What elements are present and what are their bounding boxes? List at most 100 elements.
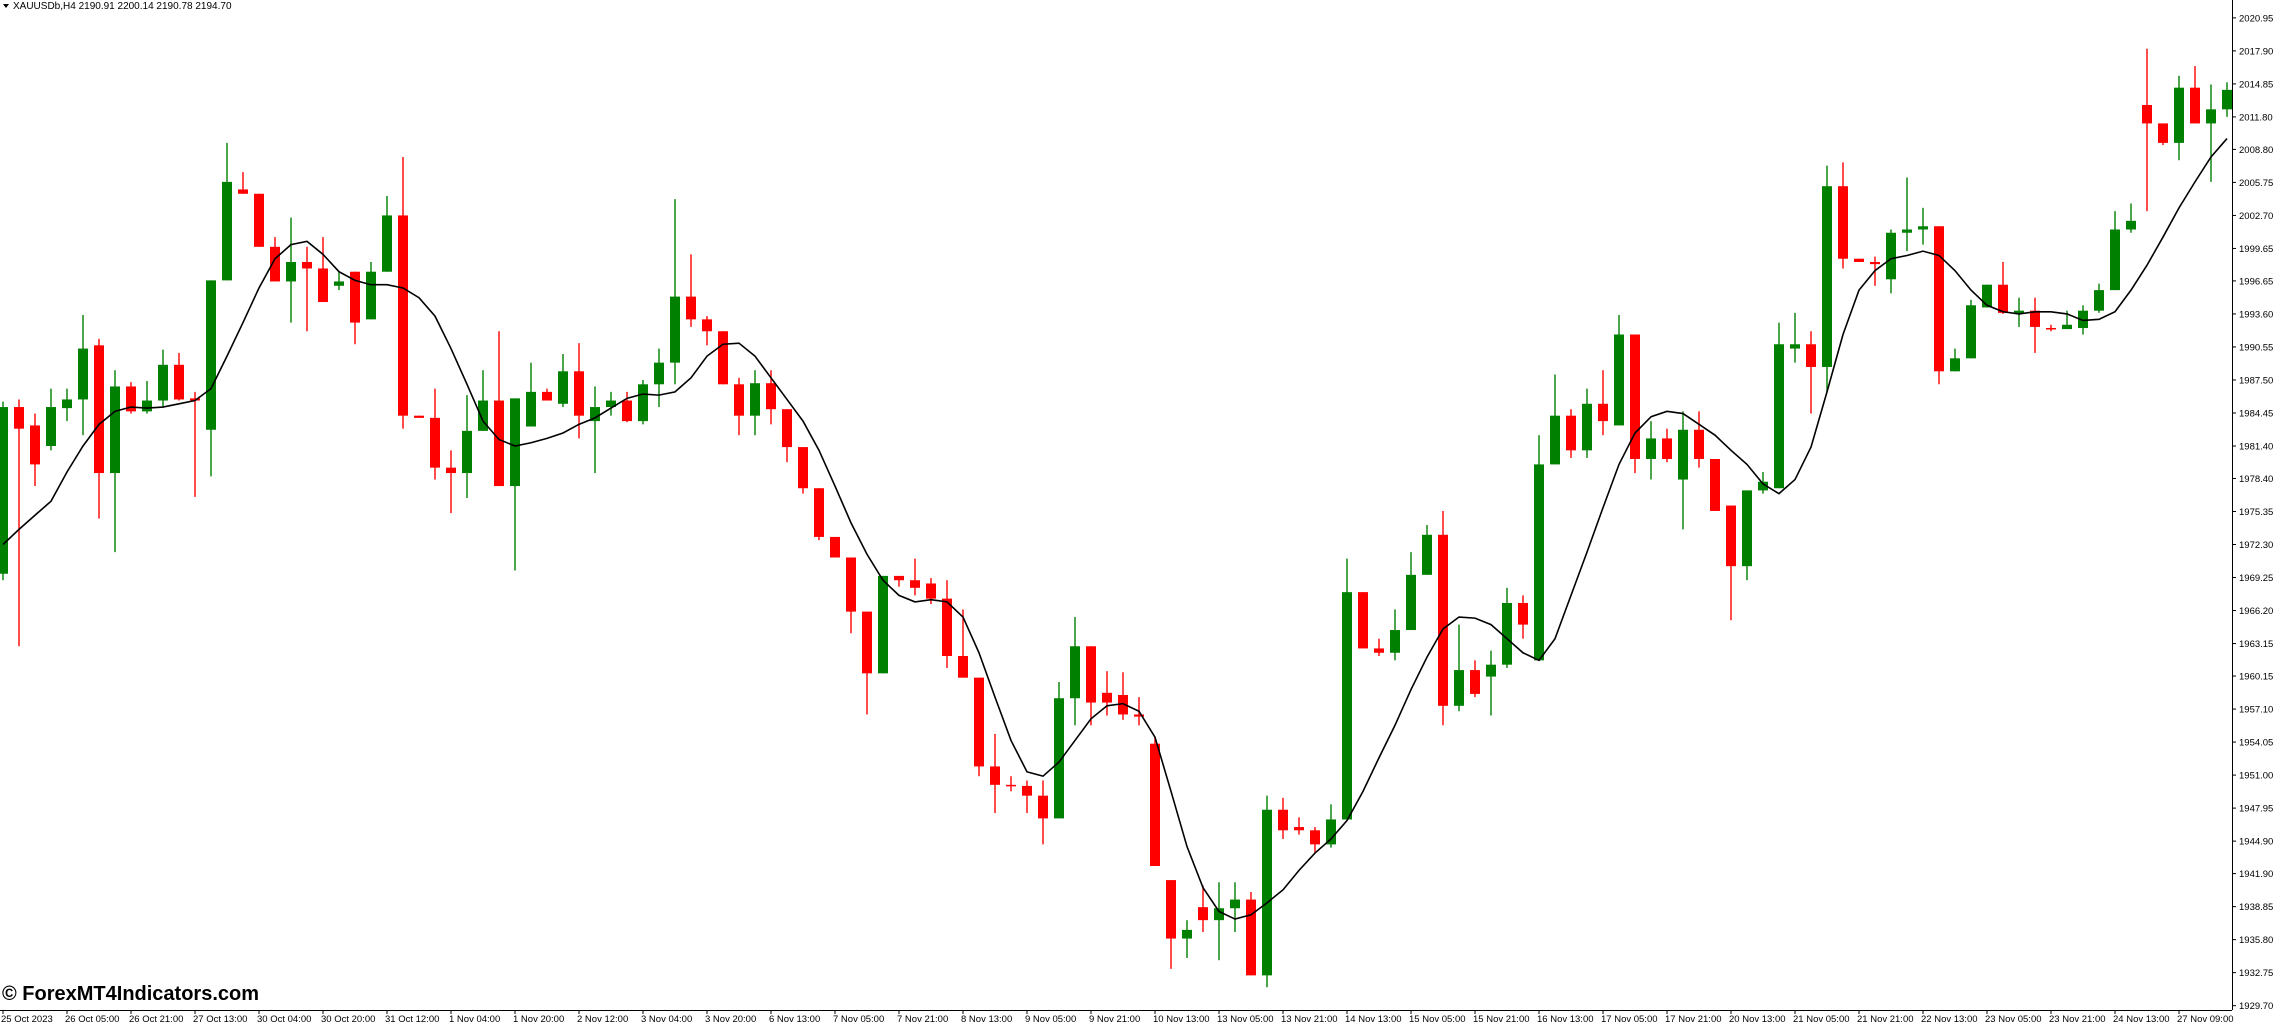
y-tick-label: 1972.30 [2239,540,2273,551]
candle-body [574,371,584,416]
candle-body [1054,698,1064,819]
candle-body [1854,258,1864,262]
x-tick-label: 23 Nov 21:00 [2049,1014,2106,1025]
x-tick-label: 9 Nov 05:00 [1025,1014,1076,1025]
candle-body [958,656,968,678]
candle-body [734,384,744,416]
watermark: © ForexMT4Indicators.com [2,983,259,1005]
candle-body [1358,592,1368,649]
candle-body [2046,328,2056,330]
x-tick-label: 30 Oct 20:00 [321,1014,375,1025]
candle-body [1294,827,1304,831]
y-tick-label: 1993.60 [2239,309,2273,320]
candle-body [1310,830,1320,845]
candle-body [1918,226,1928,230]
candle-body [1326,819,1336,845]
y-tick-label: 1935.80 [2239,935,2273,946]
candle-body [1982,284,1992,308]
candle-body [1534,464,1544,661]
candle-body [830,536,840,558]
candle-body [1502,602,1512,665]
x-tick-label: 15 Nov 21:00 [1473,1014,1530,1025]
candle-body [1390,630,1400,653]
candle-body [1630,334,1640,459]
candle-body [1214,908,1224,921]
x-tick-label: 1 Nov 20:00 [513,1014,564,1025]
y-tick-label: 2017.90 [2239,46,2273,57]
candle-body [1822,186,1832,367]
candle-body [222,181,232,281]
candle-body [1870,261,1880,265]
candle-body [318,268,328,303]
candle-body [414,415,424,418]
candle-body [1470,670,1480,694]
candle-body [1006,784,1016,787]
x-tick-label: 23 Nov 05:00 [1985,1014,2042,1025]
candle-body [926,583,936,599]
y-tick-label: 1951.00 [2239,771,2273,782]
candle-body [1998,284,2008,313]
candle-body [270,246,280,282]
y-tick-label: 1963.15 [2239,639,2273,650]
x-tick-label: 30 Oct 04:00 [257,1014,311,1025]
candle-body [46,407,56,447]
y-tick-label: 1954.05 [2239,738,2273,749]
candle-body [494,400,504,487]
y-tick-label: 1957.10 [2239,705,2273,716]
y-tick-label: 1944.90 [2239,837,2273,848]
x-tick-label: 22 Nov 13:00 [1921,1014,1978,1025]
x-tick-label: 26 Oct 05:00 [65,1014,119,1025]
candle-body [1278,809,1288,831]
candle-body [14,407,24,429]
candle-body [1070,646,1080,699]
candle-body [1710,458,1720,511]
candle-body [2126,220,2136,230]
candle-body [510,398,520,487]
candle-body [638,384,648,422]
candle-body [0,407,8,574]
moving-average-line [2,138,2228,920]
candle-body [366,271,376,320]
dropdown-icon[interactable] [3,4,9,8]
candle-body [1518,602,1528,625]
candle-body [670,296,680,363]
x-tick-label: 10 Nov 13:00 [1153,1014,1210,1025]
y-tick-label: 1987.50 [2239,375,2273,386]
candle-body [2062,324,2072,330]
candle-body [398,215,408,416]
candle-body [1342,592,1352,820]
x-tick-label: 16 Nov 13:00 [1537,1014,1594,1025]
candle-body [814,488,824,537]
candle-body [1934,226,1944,372]
candle-body [910,580,920,588]
candle-body [654,362,664,385]
candle-body [206,280,216,430]
candle-body [1182,929,1192,939]
y-tick-label: 2005.75 [2239,178,2273,189]
x-tick-label: 21 Nov 05:00 [1793,1014,1850,1025]
candle-body [2110,229,2120,291]
x-tick-label: 27 Nov 09:00 [2177,1014,2234,1025]
candle-body [1950,358,1960,372]
candle-body [1022,785,1032,796]
candle-body [750,383,760,416]
candle-body [542,391,552,401]
candle-body [766,383,776,410]
candle-body [126,386,136,412]
candle-body [702,319,712,332]
candle-body [1230,899,1240,909]
candle-body [526,391,536,427]
x-tick-label: 17 Nov 05:00 [1601,1014,1658,1025]
candle-body [1678,429,1688,480]
y-tick-label: 1960.15 [2239,672,2273,683]
candle-body [1790,344,1800,349]
candle-body [1198,907,1208,921]
candle-body [286,261,296,282]
candle-body [94,345,104,474]
candle-body [2030,310,2040,327]
candle-body [590,407,600,422]
candle-body [2094,290,2104,311]
y-tick-label: 1999.65 [2239,244,2273,255]
